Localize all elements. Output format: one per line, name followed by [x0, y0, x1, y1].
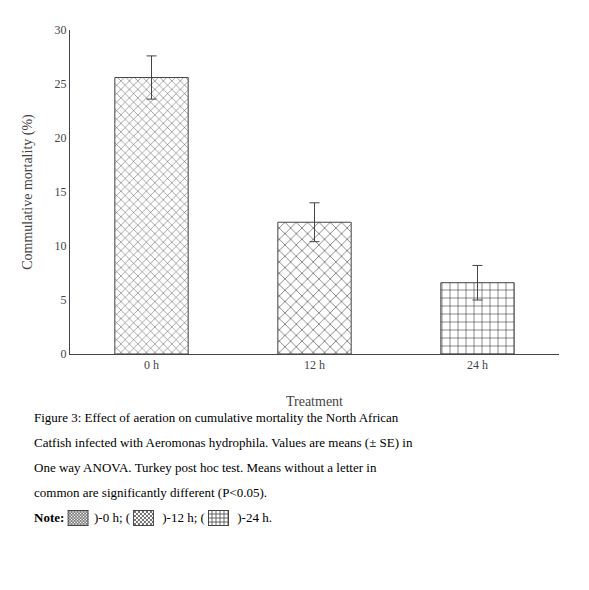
svg-text:30: 30 — [55, 23, 67, 37]
svg-text:Treatment: Treatment — [286, 394, 343, 409]
svg-text:One way ANOVA. Turkey post hoc: One way ANOVA. Turkey post hoc test. Mea… — [34, 460, 377, 475]
svg-text:Commulative mortality (%): Commulative mortality (%) — [20, 114, 36, 270]
svg-text:24 h: 24 h — [467, 358, 488, 372]
svg-text:10: 10 — [55, 239, 67, 253]
svg-text:Note:: Note: — [34, 510, 68, 525]
svg-text:5: 5 — [61, 293, 67, 307]
svg-text:0: 0 — [61, 347, 67, 361]
svg-text:)-0 h; (: )-0 h; ( — [94, 510, 133, 525]
svg-text:Figure 3: Effect of aeration o: Figure 3: Effect of aeration on cumulati… — [34, 410, 399, 425]
svg-text:)-12 h; (: )-12 h; ( — [159, 510, 208, 525]
svg-text:20: 20 — [55, 131, 67, 145]
svg-text:common are significantly diffe: common are significantly different (P<0.… — [34, 485, 267, 500]
svg-text:0 h: 0 h — [144, 358, 159, 372]
svg-text:12 h: 12 h — [304, 358, 325, 372]
svg-text:15: 15 — [55, 185, 67, 199]
svg-text:Catfish infected with Aeromona: Catfish infected with Aeromonas hydrophi… — [34, 435, 413, 450]
svg-text:25: 25 — [55, 77, 67, 91]
svg-text:)-24 h.: )-24 h. — [234, 510, 272, 525]
